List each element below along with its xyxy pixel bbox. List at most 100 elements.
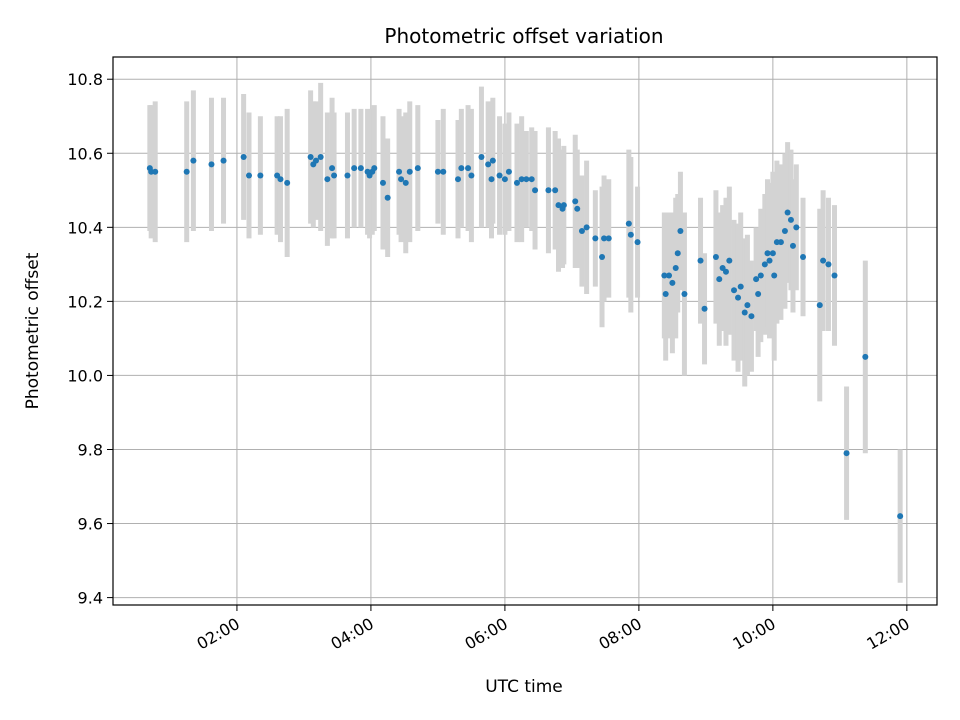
data-point [726,257,733,264]
data-point [190,157,197,164]
data-point [560,202,567,209]
data-point [152,168,159,175]
data-point [701,305,708,312]
data-points [146,153,904,520]
data-point [555,202,562,209]
data-point [627,231,634,238]
y-tick-label: 10.4 [67,218,103,237]
data-point [766,257,773,264]
data-point [396,168,403,175]
data-point [440,168,447,175]
data-point [793,224,800,231]
data-point [831,272,838,279]
data-point [277,176,284,183]
data-point [245,172,252,179]
data-point [781,228,788,235]
data-point [672,265,679,272]
data-point [406,168,413,175]
data-point [722,268,729,275]
data-point [737,283,744,290]
data-point [496,172,503,179]
data-point [523,176,530,183]
y-tick-label: 9.4 [78,589,103,608]
data-point [505,168,512,175]
data-point [518,176,525,183]
data-point [681,290,688,297]
data-point [489,157,496,164]
data-point [183,168,190,175]
data-point [284,179,291,186]
data-point [455,176,462,183]
data-point [545,187,552,194]
y-tick-label: 9.6 [78,515,103,534]
data-point [825,261,832,268]
data-point [488,176,495,183]
data-point [331,172,338,179]
data-point [344,172,351,179]
data-point [465,165,472,172]
data-point [552,187,559,194]
data-point [674,250,681,257]
plot-frame [112,56,938,606]
data-point [716,276,723,283]
data-point [666,272,673,279]
data-point [468,172,475,179]
error-bars [147,82,903,583]
data-point [317,153,324,160]
x-axis: 02:00 04:00 06:00 08:00 10:00 12:00 [194,605,913,654]
data-point [240,153,247,160]
data-point [662,290,669,297]
data-point [599,253,606,260]
data-point [574,205,581,212]
y-axis-label: Photometric offset [23,252,43,409]
data-point [862,353,869,360]
data-point [379,179,386,186]
data-point [843,450,850,457]
data-point [771,272,778,279]
y-tick-label: 9.8 [78,440,103,459]
data-point [351,165,358,172]
data-point [753,276,760,283]
data-point [677,228,684,235]
data-point [398,176,405,183]
data-point [501,176,508,183]
data-point [784,209,791,216]
data-point [735,294,742,301]
data-point [601,235,608,242]
data-point [371,165,378,172]
data-point [787,216,794,223]
data-point [329,165,336,172]
y-tick-label: 10.0 [67,366,103,385]
y-tick-label: 10.2 [67,292,103,311]
data-point [528,176,535,183]
data-point [661,272,668,279]
x-tick-label: 06:00 [461,614,510,654]
data-point [592,235,599,242]
x-tick-label: 04:00 [327,614,376,654]
data-point [634,239,641,246]
data-point [897,513,904,520]
data-point [357,165,364,172]
data-point [625,220,632,227]
data-point [697,257,704,264]
data-point [458,165,465,172]
data-point [478,153,485,160]
data-point [434,168,441,175]
data-point [220,157,227,164]
x-axis-label: UTC time [485,677,563,697]
data-point [572,198,579,205]
data-point [769,250,776,257]
data-point [757,272,764,279]
data-point [820,257,827,264]
x-tick-label: 10:00 [729,614,778,654]
data-point [312,157,319,164]
data-point [755,290,762,297]
chart-title: Photometric offset variation [384,24,663,48]
data-point [764,250,771,257]
data-point [307,153,314,160]
data-point [532,187,539,194]
data-point [816,302,823,309]
data-point [513,179,520,186]
data-point [578,228,585,235]
